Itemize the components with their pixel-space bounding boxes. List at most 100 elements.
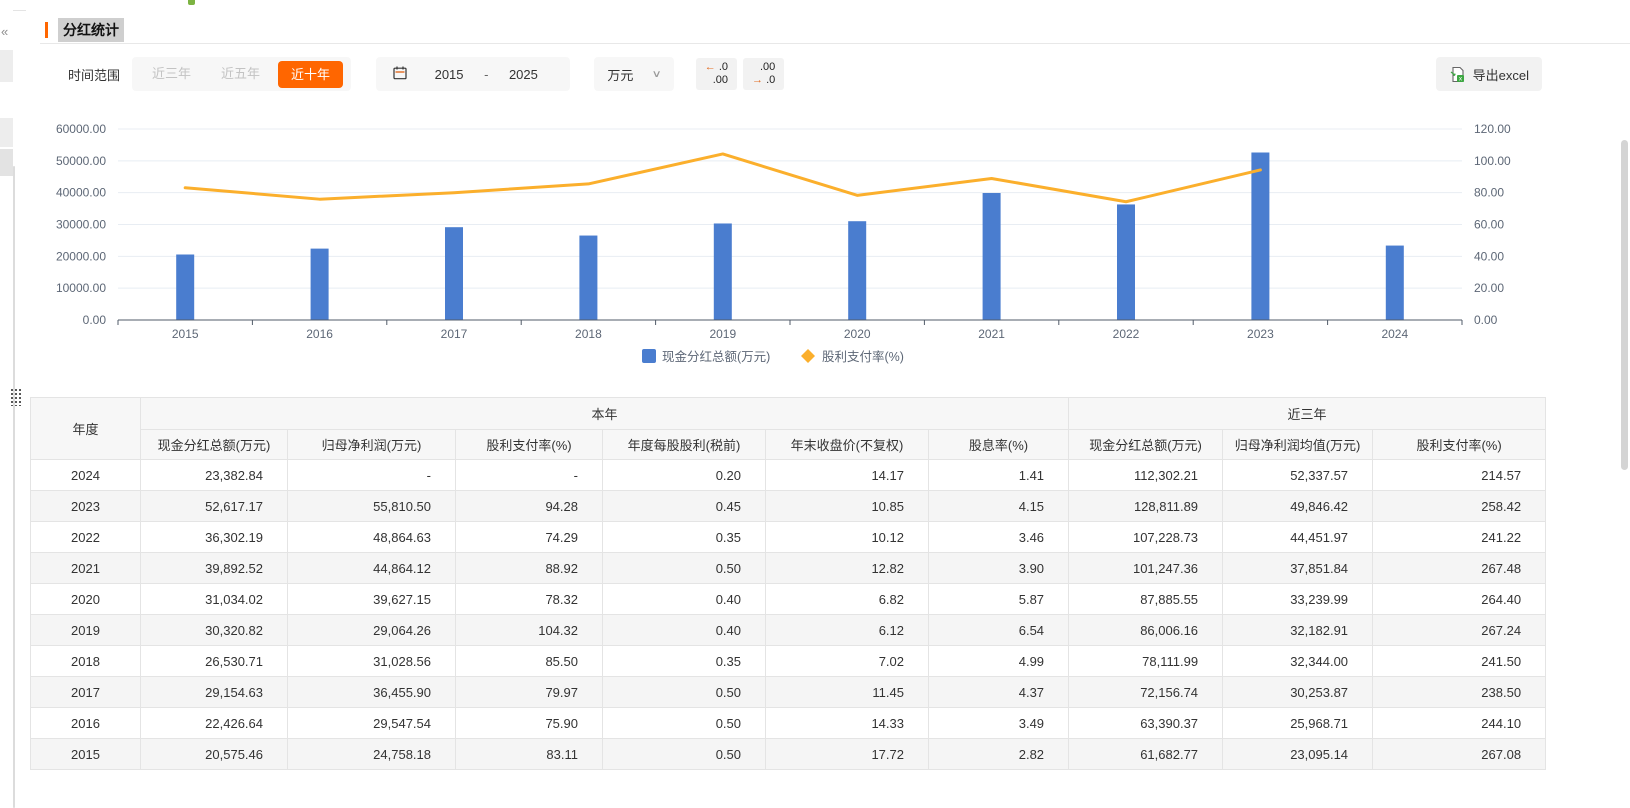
cell-value: 258.42	[1372, 490, 1547, 522]
rail-segment	[0, 149, 13, 176]
date-range-picker[interactable]: 2015 - 2025	[376, 57, 571, 91]
cell-value: 72,156.74	[1068, 676, 1224, 708]
cell-value: 0.50	[602, 552, 766, 584]
legend-item-line[interactable]: 股利支付率(%)	[801, 349, 904, 364]
cell-value: 30,253.87	[1222, 676, 1374, 708]
table-row[interactable]: 2017 29,154.63 36,455.90 79.97 0.50 11.45 4.37…	[30, 676, 1547, 708]
x-axis-labels: 2015 2016 2017 2018 2019 2020 2021 2022 2023 2024	[172, 327, 1409, 341]
cell-value: 3.90	[927, 552, 1070, 584]
cell-value: 11.45	[765, 676, 929, 708]
cell-value: 244.10	[1372, 707, 1547, 739]
cell-value: 26,530.71	[140, 645, 288, 677]
cell-value: 5.87	[927, 583, 1070, 615]
cell-value: 49,846.42	[1222, 490, 1374, 522]
table-row[interactable]: 2018 26,530.71 31,028.56 85.50 0.35 7.02 4.99 7…	[30, 645, 1547, 677]
rail-segment	[0, 50, 13, 82]
cell-value: 63,390.37	[1068, 707, 1224, 739]
svg-text:2019: 2019	[709, 327, 736, 341]
cell-year: 2024	[30, 459, 141, 491]
svg-text:2017: 2017	[441, 327, 468, 341]
cell-value: 0.50	[602, 738, 766, 770]
cell-value: 36,302.19	[140, 521, 288, 553]
colgroup-last-3y: 近三年	[1068, 397, 1547, 430]
increase-decimal-button[interactable]: .00 → .0	[743, 58, 785, 90]
svg-text:2020: 2020	[844, 327, 871, 341]
svg-text:30000.00: 30000.00	[56, 218, 106, 232]
panel-divider[interactable]	[13, 166, 15, 808]
table-row[interactable]: 2020 31,034.02 39,627.15 78.32 0.40 6.82 5.87 8…	[30, 583, 1547, 615]
cell-year: 2023	[30, 490, 141, 522]
cell-value: 238.50	[1372, 676, 1547, 708]
cell-year: 2016	[30, 707, 141, 739]
scrollbar-thumb[interactable]	[1621, 140, 1628, 470]
cell-value: 48,864.63	[287, 521, 456, 553]
cell-value: 86,006.16	[1068, 614, 1224, 646]
cell-value: 241.50	[1372, 645, 1547, 677]
svg-text:40.00: 40.00	[1474, 249, 1504, 263]
export-excel-label: 导出excel	[1472, 67, 1529, 83]
browser-artifact	[188, 0, 195, 5]
collapse-panel-icon[interactable]: «	[1, 24, 9, 39]
cell-value: 101,247.36	[1068, 552, 1224, 584]
svg-text:股利支付率(%): 股利支付率(%)	[822, 349, 904, 364]
col-year: 年度	[30, 397, 141, 460]
svg-text:50000.00: 50000.00	[56, 154, 106, 168]
table-row[interactable]: 2023 52,617.17 55,810.50 94.28 0.45 10.85 4.15…	[30, 490, 1547, 522]
cell-value: 4.37	[927, 676, 1070, 708]
table-row[interactable]: 2024 23,382.84- -0.20 14.17 1.41 112,302.21 52…	[30, 459, 1547, 491]
table-row[interactable]: 2015 20,575.46 24,758.18 83.11 0.50 17.72 2.82…	[30, 738, 1547, 770]
svg-text:120.00: 120.00	[1474, 122, 1511, 136]
cell-value: 61,682.77	[1068, 738, 1224, 770]
unit-select-value: 万元	[607, 67, 634, 83]
cell-value: 267.24	[1372, 614, 1547, 646]
svg-text:100.00: 100.00	[1474, 154, 1511, 168]
column-header: 股利支付率(%)	[1372, 429, 1547, 460]
accent-bar	[45, 22, 48, 38]
bar-series[interactable]	[176, 152, 1404, 320]
cell-value: 94.28	[455, 490, 603, 522]
cell-value: 44,864.12	[287, 552, 456, 584]
svg-text:2021: 2021	[978, 327, 1005, 341]
cell-value: 0.40	[602, 583, 766, 615]
unit-select[interactable]: 万元 ∨	[594, 57, 674, 91]
cell-value: 267.48	[1372, 552, 1547, 584]
cell-value: 267.08	[1372, 738, 1547, 770]
drag-handle[interactable]	[10, 388, 21, 406]
date-start-input[interactable]: 2015	[434, 66, 464, 82]
table-row[interactable]: 2019 30,320.82 29,064.26 104.32 0.40 6.12 6.54…	[30, 614, 1547, 646]
date-end-input[interactable]: 2025	[508, 66, 538, 82]
table-row[interactable]: 2021 39,892.52 44,864.12 88.92 0.50 12.82 3.90…	[30, 552, 1547, 584]
column-header: 股利支付率(%)	[455, 429, 603, 460]
cell-value: 74.29	[455, 521, 603, 553]
svg-text:2015: 2015	[172, 327, 199, 341]
range-btn-5y[interactable]: 近五年	[221, 66, 261, 81]
range-btn-3y[interactable]: 近三年	[152, 66, 192, 81]
cell-value: 37,851.84	[1222, 552, 1374, 584]
axis-labels: 0.00 0.00 10000.00 20.00 20000.00 40.00 30000.…	[56, 122, 1511, 327]
line-series[interactable]	[183, 152, 1262, 204]
cell-value: 10.85	[765, 490, 929, 522]
legend-item-bar[interactable]: 现金分红总额(万元)	[642, 349, 770, 364]
dividend-chart[interactable]: 0.00 0.00 10000.00 20.00 20000.00 40.00 30000.…	[16, 113, 1616, 381]
page-title: 分红统计	[58, 18, 124, 42]
cell-value: 32,182.91	[1222, 614, 1374, 646]
cell-value: 39,627.15	[287, 583, 456, 615]
cell-value: 1.41	[927, 459, 1070, 491]
x-axis	[117, 319, 1463, 325]
cell-value: 88.92	[455, 552, 603, 584]
svg-text:0.00: 0.00	[1474, 313, 1498, 327]
gridlines	[118, 128, 1462, 289]
cell-value: 39,892.52	[140, 552, 288, 584]
table-row[interactable]: 2016 22,426.64 29,547.54 75.90 0.50 14.33 3.49…	[30, 707, 1547, 739]
cell-value: 20,575.46	[140, 738, 288, 770]
range-btn-10y[interactable]: 近十年	[278, 60, 344, 88]
table-row[interactable]: 2022 36,302.19 48,864.63 74.29 0.35 10.12 3.46…	[30, 521, 1547, 553]
export-excel-button[interactable]: x 导出excel	[1435, 57, 1542, 91]
decrease-decimal-button[interactable]: ← .0 .00	[695, 58, 737, 90]
cell-value: 0.50	[602, 676, 766, 708]
column-header: 归母净利润均值(万元)	[1222, 429, 1374, 460]
cell-value: 44,451.97	[1222, 521, 1374, 553]
svg-text:x: x	[1459, 75, 1463, 82]
cell-value: 0.40	[602, 614, 766, 646]
cell-value: 78,111.99	[1068, 645, 1224, 677]
